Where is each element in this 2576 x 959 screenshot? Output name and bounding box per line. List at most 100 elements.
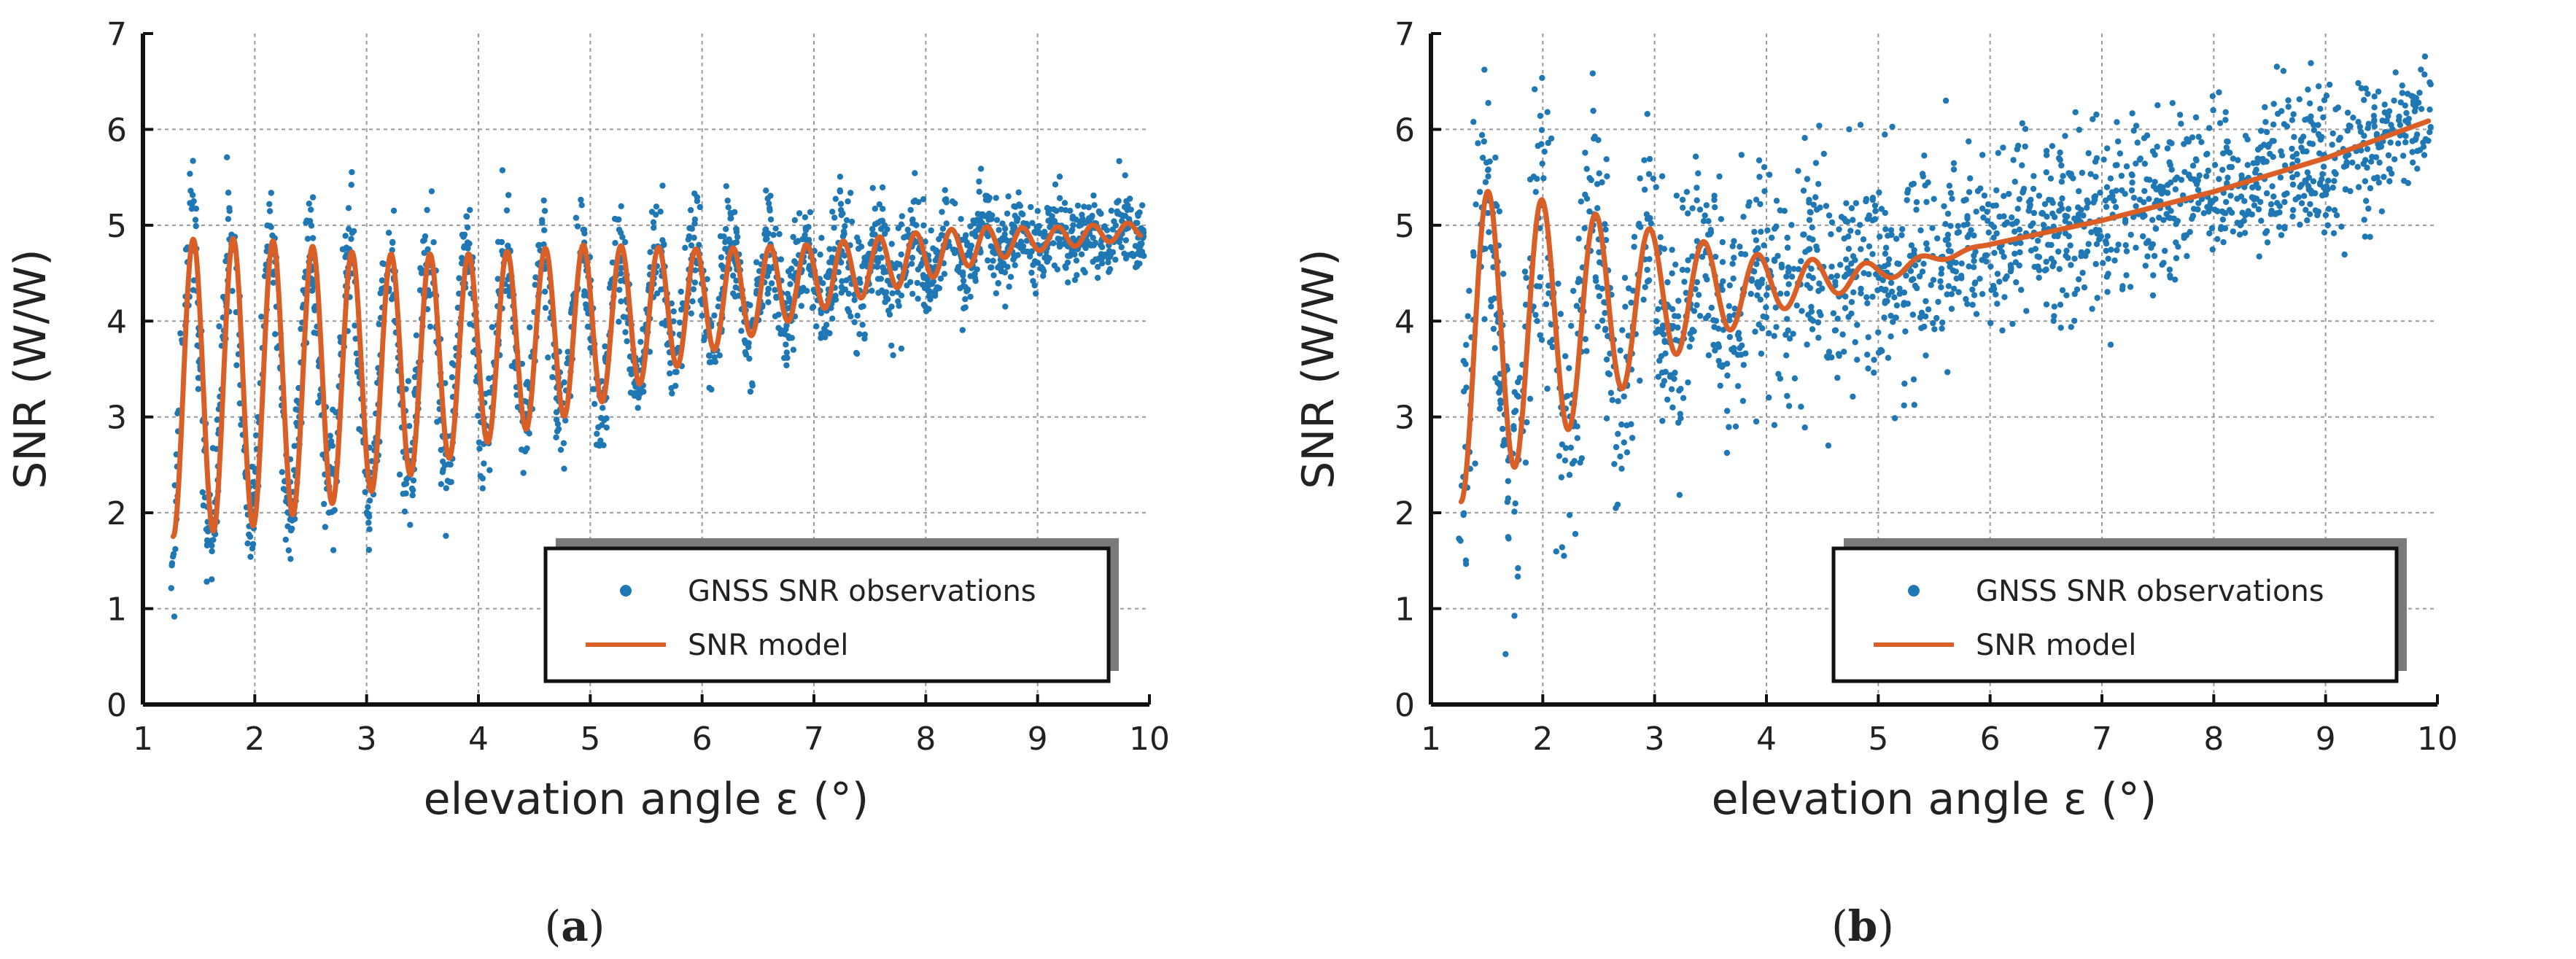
observation-point	[1708, 304, 1715, 311]
observation-point	[1676, 387, 1683, 394]
observation-point	[1964, 300, 1971, 307]
observation-point	[1711, 196, 1718, 203]
observation-point	[311, 330, 317, 336]
observation-point	[2322, 211, 2329, 219]
observation-point	[2356, 123, 2363, 130]
observation-point	[1991, 249, 1998, 256]
observation-point	[753, 259, 760, 265]
observation-point	[1971, 232, 1977, 239]
observation-point	[1127, 195, 1133, 202]
observation-point	[1521, 268, 1529, 275]
observation-point	[1753, 237, 1760, 244]
observation-point	[1568, 322, 1575, 329]
observation-point	[1804, 176, 1811, 182]
observation-point	[1702, 212, 1708, 219]
observation-point	[733, 277, 740, 284]
observation-point	[2205, 125, 2213, 131]
observation-point	[2235, 157, 2241, 163]
observation-point	[1731, 345, 1737, 352]
observation-point	[829, 209, 836, 215]
observation-point	[2081, 284, 2088, 291]
observation-point	[616, 319, 622, 325]
observation-point	[904, 226, 911, 233]
observation-point	[597, 438, 604, 444]
observation-point	[1904, 300, 1912, 307]
observation-point	[1686, 343, 1693, 350]
observation-point	[1092, 239, 1099, 246]
observation-point	[724, 197, 731, 204]
observation-point	[2203, 151, 2210, 158]
observation-point	[2129, 179, 2135, 186]
observation-point	[711, 354, 718, 361]
observation-point	[476, 439, 483, 446]
observation-point	[839, 278, 845, 284]
observation-point	[1496, 208, 1503, 214]
observation-point	[1955, 222, 1961, 230]
observation-point	[2035, 263, 2041, 270]
observation-point	[1923, 298, 1929, 305]
observation-point	[1537, 112, 1544, 120]
observation-point	[2331, 178, 2338, 185]
observation-point	[2040, 210, 2047, 217]
observation-point	[2289, 145, 2295, 152]
observation-point	[765, 299, 772, 306]
observation-point	[1603, 415, 1610, 422]
observation-point	[2068, 324, 2074, 330]
observation-point	[1561, 457, 1569, 464]
observation-point	[831, 225, 837, 231]
observation-point	[1524, 419, 1530, 426]
observation-point	[879, 184, 886, 191]
observation-point	[2329, 185, 2336, 191]
observation-point	[413, 332, 420, 338]
observation-point	[1140, 227, 1147, 233]
observation-point	[199, 489, 206, 496]
observation-point	[438, 481, 444, 487]
observation-point	[280, 486, 287, 492]
observation-point	[1056, 174, 1063, 180]
observation-point	[996, 227, 1002, 233]
observation-point	[2400, 152, 2407, 159]
observation-point	[1572, 531, 1579, 537]
observation-point	[2071, 255, 2078, 262]
observation-point	[1966, 138, 1972, 145]
observation-point	[2391, 97, 2397, 104]
observation-point	[1491, 345, 1498, 352]
observation-point	[768, 280, 775, 287]
observation-point	[2019, 120, 2025, 127]
observation-point	[266, 208, 273, 214]
observation-point	[1618, 421, 1625, 428]
observation-point	[1850, 289, 1857, 295]
observation-point	[1539, 160, 1545, 167]
observation-point	[346, 225, 352, 233]
observation-point	[2028, 222, 2034, 229]
observation-point	[1497, 397, 1504, 404]
observation-point	[807, 209, 814, 216]
observation-point	[459, 255, 465, 261]
observation-point	[707, 359, 714, 365]
observation-point	[2381, 101, 2388, 108]
observation-point	[1114, 208, 1121, 215]
observation-point	[2127, 284, 2134, 290]
observation-point	[2306, 100, 2313, 106]
observation-point	[409, 492, 416, 499]
observation-point	[845, 198, 851, 205]
observation-point	[933, 287, 939, 293]
observation-point	[869, 225, 876, 233]
observation-point	[932, 257, 939, 264]
observation-point	[446, 478, 453, 486]
observation-point	[1637, 377, 1643, 384]
observation-point	[888, 342, 895, 349]
observation-point	[505, 242, 511, 249]
observation-point	[2178, 176, 2185, 183]
observation-point	[1485, 173, 1491, 180]
observation-point	[2306, 211, 2313, 217]
observation-point	[1788, 273, 1796, 280]
observation-point	[2072, 109, 2079, 116]
observation-point	[1689, 253, 1696, 260]
observation-point	[2219, 216, 2227, 223]
observation-point	[2411, 108, 2418, 114]
observation-point	[653, 203, 660, 210]
observation-point	[1911, 402, 1917, 408]
observation-point	[734, 233, 741, 241]
observation-point	[1544, 109, 1551, 115]
